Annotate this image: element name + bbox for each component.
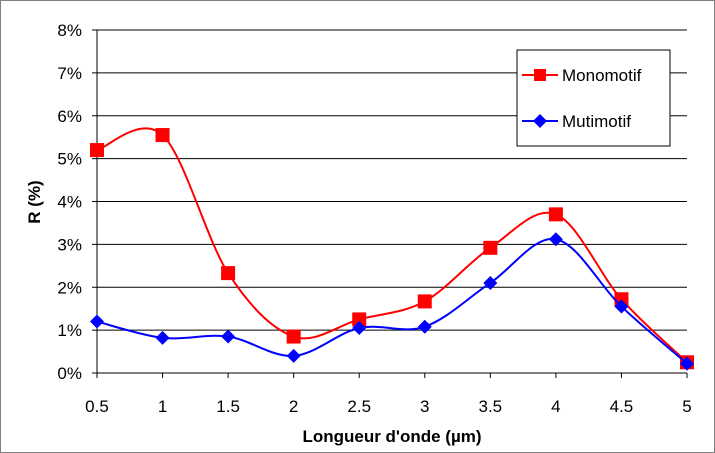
data-point-mutimotif <box>221 329 236 344</box>
x-tick-label: 1.5 <box>216 397 240 416</box>
data-point-mutimotif <box>614 299 629 314</box>
y-tick-label: 6% <box>57 107 82 126</box>
series-line-mutimotif <box>96 238 688 365</box>
data-point-monomotif <box>286 329 301 344</box>
x-tick-label: 5 <box>682 397 691 416</box>
axes: 0% 1% 2% 3% 4% 5% 6% 7% 8% 0.5 1 1.5 2 2.5 3 3.5 4 4.5 5 <box>57 21 691 416</box>
legend-marker-monomotif <box>534 69 546 81</box>
legend: Monomotif Mutimotif <box>516 49 671 147</box>
data-point-monomotif <box>221 266 236 281</box>
y-tick-label: 4% <box>57 193 82 212</box>
y-tick-label: 5% <box>57 150 82 169</box>
data-point-monomotif <box>155 128 170 143</box>
x-tick-label: 2 <box>289 397 298 416</box>
x-tick-label: 0.5 <box>85 397 109 416</box>
data-point-mutimotif <box>155 330 170 345</box>
series-layer <box>90 127 694 371</box>
x-tick-label: 3.5 <box>479 397 503 416</box>
series-line-monomotif <box>96 127 688 364</box>
data-point-mutimotif <box>548 232 563 247</box>
legend-marker-mutimotif <box>533 114 547 128</box>
x-axis-title: Longueur d'onde (µm) <box>302 427 481 446</box>
x-tick-label: 2.5 <box>347 397 371 416</box>
y-tick-label: 1% <box>57 321 82 340</box>
y-tick-label: 0% <box>57 364 82 383</box>
data-point-mutimotif <box>90 314 104 329</box>
data-point-monomotif <box>352 312 367 327</box>
y-tick-label: 7% <box>57 64 82 83</box>
legend-label-mutimotif: Mutimotif <box>562 112 631 131</box>
data-point-monomotif <box>483 240 498 255</box>
x-tick-label: 1 <box>158 397 167 416</box>
x-tick-label: 3 <box>420 397 429 416</box>
y-tick-label: 3% <box>57 235 82 254</box>
data-point-mutimotif <box>286 348 301 363</box>
y-tick-label: 2% <box>57 278 82 297</box>
data-point-mutimotif <box>483 275 498 290</box>
y-tick-label: 8% <box>57 21 82 40</box>
data-point-mutimotif <box>680 356 694 371</box>
data-point-mutimotif <box>352 320 367 335</box>
x-tick-label: 4 <box>551 397 560 416</box>
data-point-mutimotif <box>417 319 432 334</box>
data-point-monomotif <box>90 143 104 158</box>
x-tick-label: 4.5 <box>610 397 634 416</box>
data-point-monomotif <box>548 207 563 222</box>
legend-label-monomotif: Monomotif <box>562 66 642 85</box>
data-point-monomotif <box>417 294 432 309</box>
y-axis-title: R (%) <box>25 180 44 223</box>
legend-box <box>516 49 671 147</box>
